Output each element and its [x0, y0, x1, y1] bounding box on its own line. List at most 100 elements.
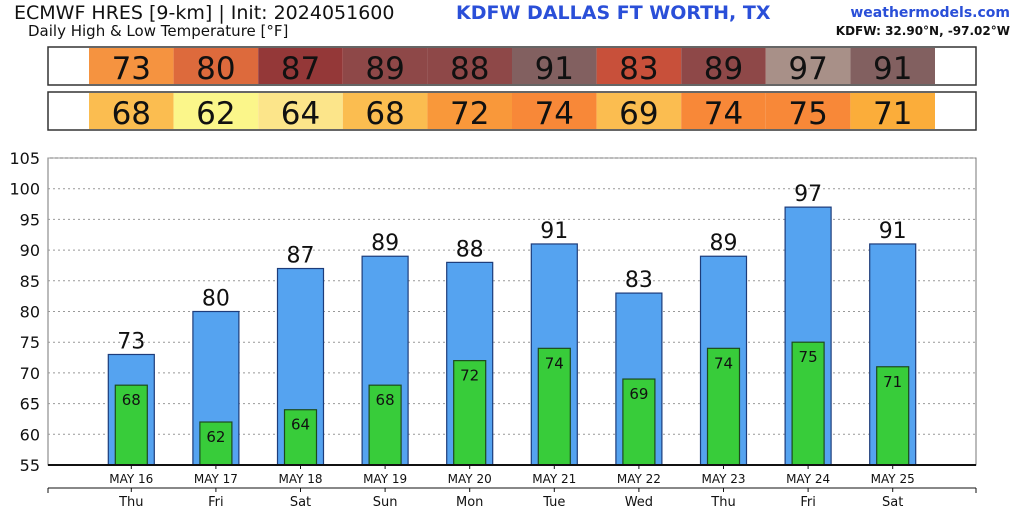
high-bar-label: 91	[540, 219, 568, 244]
y-tick-label: 55	[20, 456, 40, 475]
low-temp-cell	[258, 93, 343, 129]
x-tick-label: MAY 18	[278, 472, 322, 486]
low-temp-value: 72	[450, 96, 489, 132]
high-temp-cell	[342, 48, 428, 84]
station-title: KDFW DALLAS FT WORTH, TX	[456, 2, 771, 24]
low-temp-value: 74	[704, 96, 743, 132]
weekday-label: Wed	[625, 495, 653, 510]
low-temp-table: 68 62 64 68 72 74 69 74 75 71	[47, 91, 977, 132]
x-tick-label: MAY 19	[363, 472, 407, 486]
high-bar-label: 97	[794, 182, 822, 207]
high-temp-cell	[512, 48, 597, 84]
low-temp-value: 69	[619, 96, 658, 132]
low-temp-value: 71	[873, 96, 912, 132]
low-bar	[368, 384, 402, 466]
low-temp-value: 75	[788, 96, 827, 132]
low-temp-value: 68	[365, 96, 404, 132]
low-bar	[876, 366, 910, 466]
high-temp-value: 91	[873, 51, 912, 87]
high-bar-label: 83	[625, 268, 653, 293]
low-temp-cell	[89, 93, 174, 129]
high-temp-value: 89	[704, 51, 743, 87]
high-bar-label: 73	[117, 329, 145, 354]
station-coords: KDFW: 32.90°N, -97.02°W	[835, 24, 1010, 38]
low-bar	[622, 378, 656, 466]
x-tick-label: MAY 25	[871, 472, 915, 486]
low-temp-cell	[173, 93, 259, 129]
low-bar	[706, 347, 741, 466]
low-temp-cell	[765, 93, 851, 129]
high-temp-table: 73 80 87 89 88 91 83 89 97 91	[47, 46, 977, 87]
y-tick-label: 60	[20, 425, 40, 444]
low-temp-cell	[850, 93, 935, 129]
low-bar	[114, 384, 148, 466]
low-bar-label: 74	[714, 354, 733, 372]
high-bar-label: 89	[371, 231, 399, 256]
low-bar-label: 74	[545, 354, 564, 372]
y-tick-label: 70	[20, 364, 40, 383]
low-bar	[453, 360, 487, 466]
high-bar-label: 87	[287, 244, 315, 269]
x-tick-label: MAY 21	[532, 472, 576, 486]
high-temp-value: 89	[365, 51, 404, 87]
low-bar-label: 69	[629, 385, 648, 403]
low-bar-label: 62	[206, 428, 225, 446]
high-temp-cell	[596, 48, 682, 84]
low-temp-cell	[681, 93, 766, 129]
x-tick-label: MAY 16	[109, 472, 153, 486]
high-temp-value: 73	[112, 51, 151, 87]
y-tick-label: 65	[20, 395, 40, 414]
weekday-label: Sat	[290, 495, 311, 510]
weekday-label: Sun	[373, 495, 398, 510]
high-temp-cell	[681, 48, 766, 84]
high-temp-value: 91	[535, 51, 574, 87]
low-bar-label: 71	[883, 373, 902, 391]
high-bar-label: 89	[710, 231, 738, 256]
weekday-label: Fri	[208, 495, 224, 510]
x-tick-label: MAY 23	[701, 472, 745, 486]
high-temp-cell	[765, 48, 851, 84]
low-temp-value: 68	[112, 96, 151, 132]
weekday-label: Fri	[800, 495, 816, 510]
low-bar-label: 64	[291, 416, 310, 434]
high-temp-value: 87	[281, 51, 320, 87]
site-link[interactable]: weathermodels.com	[850, 5, 1010, 21]
low-temp-value: 64	[281, 96, 320, 132]
x-tick-label: MAY 22	[617, 472, 661, 486]
high-temp-cell	[258, 48, 343, 84]
low-bar-label: 75	[799, 348, 818, 366]
low-temp-cell	[596, 93, 682, 129]
model-title: ECMWF HRES [9-km] | Init: 2024051600	[14, 2, 395, 24]
high-bar-label: 91	[879, 219, 907, 244]
high-bar-label: 88	[456, 237, 484, 262]
weekday-label: Tue	[542, 495, 565, 510]
y-tick-label: 80	[20, 303, 40, 322]
weekday-label: Thu	[710, 495, 735, 510]
low-bar	[791, 341, 825, 466]
low-temp-cell	[427, 93, 512, 129]
low-bar	[199, 421, 233, 466]
weekday-label: Mon	[456, 495, 483, 510]
high-temp-cell	[427, 48, 512, 84]
low-bar-label: 68	[376, 391, 395, 409]
x-tick-label: MAY 17	[194, 472, 238, 486]
y-tick-label: 95	[20, 210, 40, 229]
y-tick-label: 105	[9, 149, 40, 168]
chart-bars: 73 68 80 62 87 64 89 68 88 72 91 74 83 69 89 74 97 75 91 71	[107, 182, 917, 466]
high-temp-value: 83	[619, 51, 658, 87]
high-temp-value: 80	[196, 51, 235, 87]
low-temp-cell	[512, 93, 597, 129]
high-temp-cell	[173, 48, 259, 84]
x-tick-label: MAY 20	[448, 472, 492, 486]
high-temp-value: 97	[788, 51, 827, 87]
low-temp-value: 74	[535, 96, 574, 132]
y-tick-label: 90	[20, 241, 40, 260]
low-temp-cell	[342, 93, 428, 129]
y-tick-label: 85	[20, 272, 40, 291]
low-bar-label: 68	[122, 391, 141, 409]
chart-subtitle: Daily High & Low Temperature [°F]	[28, 22, 289, 40]
plot-frame	[47, 157, 977, 466]
weekday-label: Sat	[882, 495, 903, 510]
y-tick-label: 100	[9, 180, 40, 199]
